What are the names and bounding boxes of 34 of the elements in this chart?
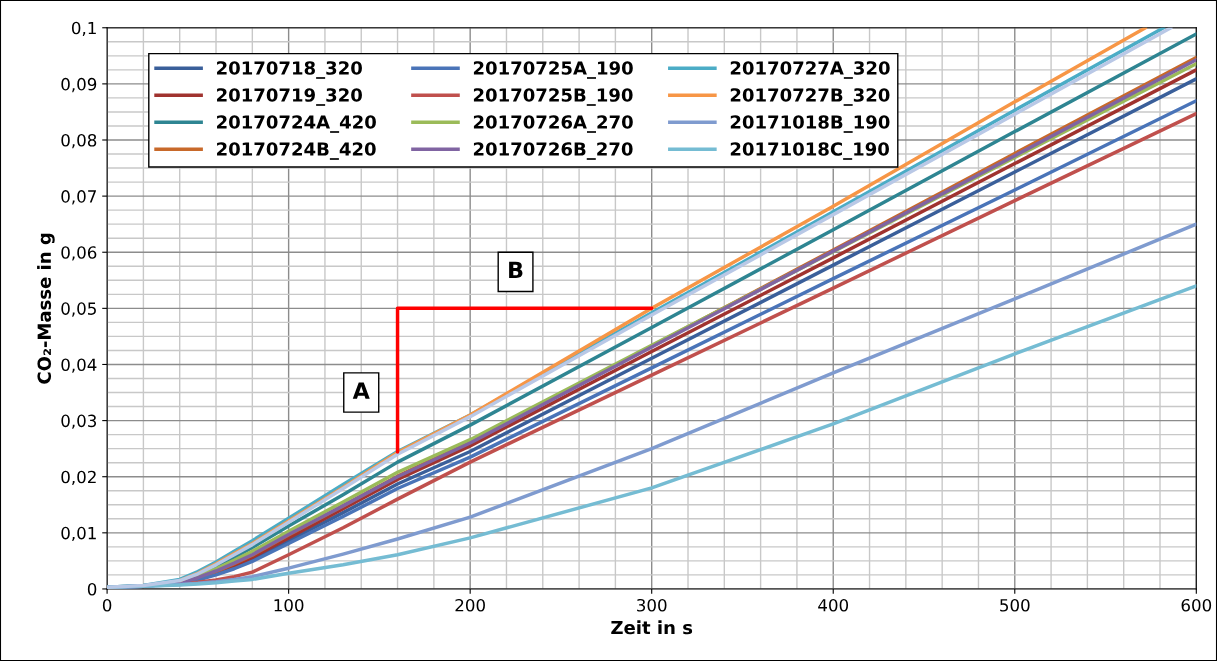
y-tick-label: 0,1: [71, 21, 96, 37]
legend-label: 20171018B_190: [730, 115, 890, 133]
y-tick-label: 0,03: [61, 414, 97, 429]
legend-label: 20171018C_190: [730, 142, 889, 160]
legend-label: 20170726B_270: [473, 142, 633, 160]
legend-label: 20170725A_190: [473, 61, 633, 79]
x-tick-label: 100: [274, 598, 304, 612]
y-tick-label: 0: [87, 582, 97, 596]
legend-label: 20170727A_320: [730, 61, 890, 79]
legend-label: 20170726A_270: [473, 115, 633, 133]
y-tick-label: 0,02: [61, 470, 96, 485]
y-axis-title: CO₂-Masse in g: [37, 233, 55, 384]
x-tick-label: 500: [1000, 598, 1030, 612]
legend-label: 20170718_320: [217, 61, 362, 79]
y-tick-label: 0,05: [61, 302, 96, 317]
legend-label: 20170727B_320: [730, 88, 890, 106]
y-tick-label: 0,06: [61, 246, 97, 261]
legend-label: 20170724A_420: [217, 115, 376, 133]
legend-label: 20170725B_190: [473, 88, 633, 106]
legend-label: 20170719_320: [217, 88, 362, 106]
y-tick-label: 0,08: [61, 133, 97, 149]
x-tick-label: 200: [455, 598, 485, 612]
legend-label: 20170724B_420: [217, 142, 376, 160]
annotation: B: [509, 261, 523, 279]
x-tick-label: 600: [1181, 598, 1212, 612]
x-axis-title: Zeit in s: [611, 620, 693, 635]
y-tick-label: 0,09: [61, 77, 97, 93]
y-tick-label: 0,01: [61, 526, 96, 542]
x-tick-label: 300: [637, 598, 667, 612]
y-tick-label: 0,07: [61, 190, 96, 205]
y-tick-label: 0,04: [61, 358, 97, 373]
x-tick-label: 400: [818, 598, 849, 612]
annotation: A: [352, 382, 370, 399]
x-tick-label: 0: [102, 598, 112, 612]
